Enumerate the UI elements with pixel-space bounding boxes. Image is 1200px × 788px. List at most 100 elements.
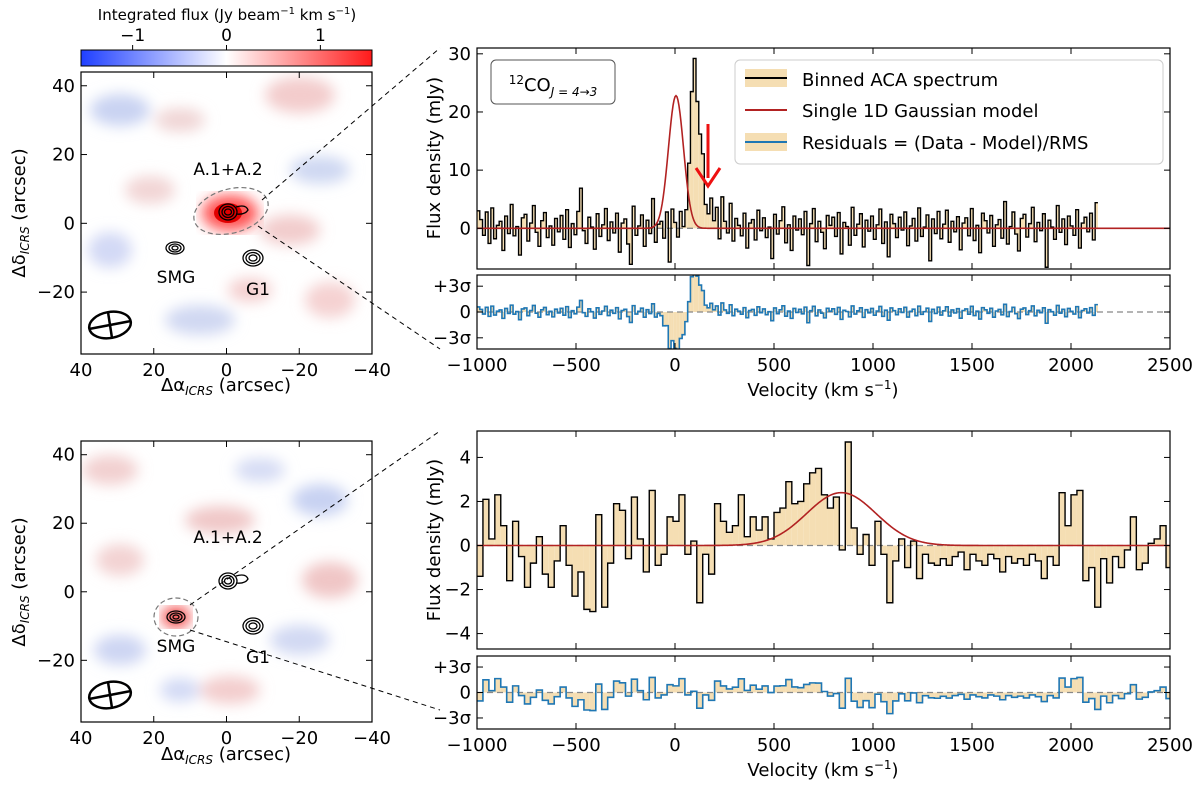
legend: Binned ACA spectrum Single 1D Gaussian m… <box>734 59 1164 165</box>
residual-bin <box>1172 691 1178 692</box>
spectrum-bin <box>1070 225 1073 229</box>
spectrum-bin <box>1029 545 1036 555</box>
residual-bin <box>521 308 525 312</box>
spectrum-bin <box>837 212 841 229</box>
spectrum-bin <box>684 209 688 229</box>
residual-bin <box>537 312 541 318</box>
spectrum-bin <box>1086 228 1090 232</box>
legend-entry-residuals: Residuals = (Data - Model)/RMS <box>745 133 1088 154</box>
spectrum-bin <box>1014 228 1018 235</box>
spectrum-bin <box>809 472 816 546</box>
residual-bin <box>684 692 691 695</box>
spectrum-bin <box>909 225 913 229</box>
residual-bin <box>560 687 567 693</box>
residual-bin <box>1092 312 1096 316</box>
residuals-bottom: +3σ 0 −3σ −1000 −500 0 500 1000 1500 2000 2500 <box>433 655 1193 756</box>
spectrum-bin <box>945 210 949 229</box>
residual-bin <box>1034 312 1037 316</box>
residual-bin <box>790 312 794 319</box>
spectrum-bin <box>781 206 785 229</box>
spectrum-bin <box>565 209 569 229</box>
spectrum-bin <box>596 213 599 229</box>
spectrum-bin <box>485 212 489 229</box>
residual-bin <box>485 307 489 312</box>
residual-bin <box>499 309 502 312</box>
residual-bin <box>738 678 745 693</box>
residual-bin <box>615 307 619 312</box>
spectrum-bin <box>975 545 982 561</box>
residual-bin <box>673 685 679 693</box>
spectrum-bin <box>848 228 852 246</box>
residual-bin <box>510 305 514 312</box>
spectrum-bin <box>870 216 874 229</box>
source-emission-core <box>214 203 242 223</box>
map-xtick-label: −40 <box>353 728 391 749</box>
residual-bin <box>493 312 497 316</box>
spectrum-bin <box>482 499 489 546</box>
residual-bin <box>892 692 899 701</box>
spectrum-bin <box>829 225 832 229</box>
spectrum-bin <box>887 228 891 257</box>
residual-bin <box>1035 692 1042 697</box>
residual-bin <box>1084 308 1087 312</box>
residual-bin <box>762 685 769 693</box>
spectrum-bin <box>1092 228 1096 240</box>
residual-bin <box>970 692 976 695</box>
spectrum-bin <box>895 228 899 238</box>
spectrum-bin <box>1048 220 1051 229</box>
residual-bin <box>589 692 596 711</box>
spectrum-bin <box>759 228 763 231</box>
spectrum-bin <box>646 220 649 229</box>
residual-bin <box>709 303 713 312</box>
spectrum-bin <box>571 223 575 229</box>
spectrum-bin <box>984 220 988 229</box>
spectrum-bin <box>618 228 622 253</box>
spectrum-bin <box>762 217 766 229</box>
residual-bin <box>566 692 573 698</box>
residual-bin <box>1048 309 1051 312</box>
residual-bin <box>890 307 893 312</box>
spectrum-bin <box>546 228 550 238</box>
residual-bin <box>583 692 590 710</box>
spectrum-ylabel: Flux density (mJy) <box>424 77 445 239</box>
residual-bin <box>610 310 613 312</box>
spectrum-bin <box>537 228 541 247</box>
residual-bin <box>701 290 705 312</box>
residual-bin <box>1160 687 1167 693</box>
residual-step-line <box>477 676 1170 715</box>
spectrum-bin <box>493 228 497 239</box>
spectrum-bin <box>842 222 846 229</box>
residual-bin <box>643 692 650 700</box>
spectrum-bin <box>501 228 505 251</box>
spectrum-bin <box>524 545 531 588</box>
residual-bin <box>999 692 1006 700</box>
residual-bin <box>649 677 656 693</box>
residual-bin <box>827 692 834 697</box>
map-xtick-label: −20 <box>280 728 318 749</box>
residual-bin <box>482 679 489 693</box>
spectrum-bin <box>518 228 522 256</box>
map-xlabel: ΔαICRS (arcsec) <box>161 375 291 398</box>
spectrum-xlabel: Velocity (km s−1) <box>747 758 898 781</box>
spectrum-bin <box>1003 201 1007 229</box>
residual-bin <box>815 312 818 316</box>
map-xtick-label: 40 <box>70 360 93 381</box>
spectrum-bin <box>851 527 858 546</box>
residual-bin <box>707 307 710 312</box>
spectrum-bin <box>518 545 525 557</box>
spectrum-bin <box>718 228 721 239</box>
residual-bin <box>1089 307 1093 312</box>
spectrum-bin <box>648 228 652 234</box>
residual-bin <box>488 312 491 317</box>
spectrum-bin <box>827 508 834 546</box>
spectrum-bin <box>720 196 724 229</box>
residual-bin <box>598 312 602 315</box>
residual-bin <box>984 309 988 312</box>
spectrum-bin <box>776 228 780 235</box>
map-panel-top: A.1+A.2 SMG G1 40 20 0 −20 −40 40 20 0 −20 ΔαICR… <box>9 71 391 398</box>
spectrum-bin <box>820 228 824 233</box>
spectrum-ytick-label: 10 <box>448 160 471 181</box>
spectrum-bin <box>524 214 527 229</box>
spectrum-bin <box>482 228 486 236</box>
spectrum-bin <box>744 536 751 546</box>
